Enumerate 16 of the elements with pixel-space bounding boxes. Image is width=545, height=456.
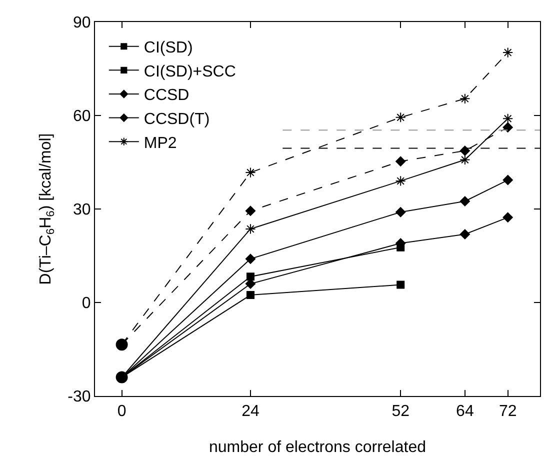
legend-label: CI(SD) [144,40,193,57]
y-tick-label: 30 [73,202,91,219]
legend-label: CCSD(T) [144,111,210,128]
x-tick-label: 0 [117,403,126,420]
y-tick-label: 0 [82,295,91,312]
legend-label: CI(SD)+SCC [144,63,236,80]
x-tick-label: 72 [498,403,517,420]
x-tick-label: 52 [392,403,410,420]
y-tick-label: 90 [73,14,91,32]
x-axis-title: number of electrons correlated [209,439,426,456]
legend-label: MP2 [144,134,177,152]
y-tick-label: 60 [73,108,91,126]
legend-label: CCSD [144,87,190,104]
x-tick-label: 64 [456,403,474,420]
y-tick-label: -30 [68,388,91,406]
x-tick-label: 24 [242,403,260,420]
